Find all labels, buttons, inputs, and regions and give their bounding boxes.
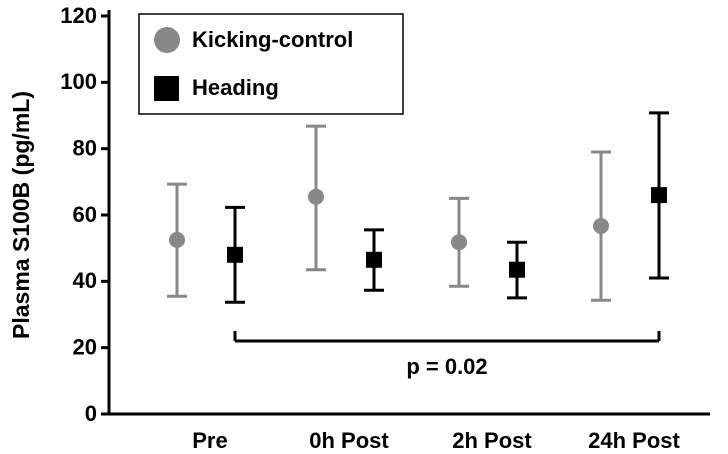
data-point <box>451 234 467 251</box>
y-tick-label: 120 <box>60 3 97 28</box>
data-point <box>308 188 324 205</box>
data-point <box>169 231 185 248</box>
p-value-label: p = 0.02 <box>406 354 487 379</box>
x-tick-label: 24h Post <box>588 428 680 453</box>
data-point <box>651 187 667 204</box>
data-point <box>227 246 243 263</box>
data-point <box>593 217 609 234</box>
data-point <box>366 251 382 268</box>
series-kicking-control <box>167 124 611 302</box>
legend-box <box>138 13 404 115</box>
y-tick-label: 20 <box>73 334 97 359</box>
x-tick-label: 0h Post <box>309 428 389 453</box>
legend-marker-square <box>154 76 179 101</box>
y-tick-label: 40 <box>73 268 97 293</box>
data-point <box>509 261 525 278</box>
series-heading <box>225 111 669 304</box>
y-tick-label: 100 <box>60 69 97 94</box>
y-tick-label: 0 <box>85 401 97 426</box>
y-axis-label: Plasma S100B (pg/mL) <box>8 91 34 339</box>
legend-marker-circle <box>154 27 180 53</box>
legend-label: Heading <box>192 75 279 100</box>
legend: Kicking-control Heading <box>138 13 404 115</box>
x-tick-label: Pre <box>192 428 227 453</box>
y-tick-label: 80 <box>73 135 97 160</box>
y-tick-label: 60 <box>73 202 97 227</box>
significance-bracket: p = 0.02 <box>233 331 661 379</box>
x-tick-label: 2h Post <box>452 428 532 453</box>
legend-label: Kicking-control <box>192 27 353 52</box>
